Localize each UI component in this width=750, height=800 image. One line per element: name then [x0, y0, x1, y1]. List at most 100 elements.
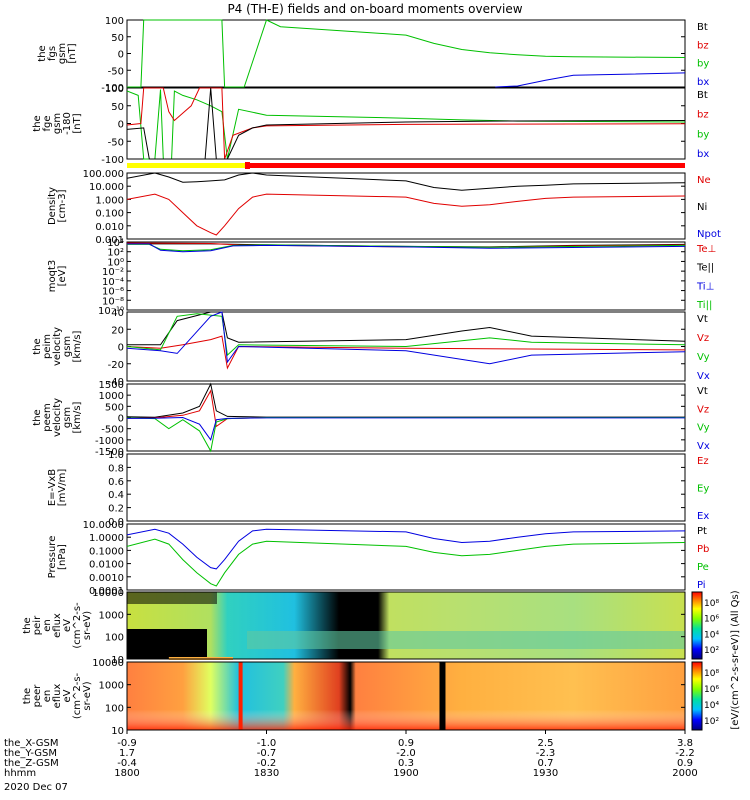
legend-item: Ti⊥ [696, 281, 714, 292]
series-line-ion_velocity-Vx [126, 311, 686, 365]
y-tick-label: 10⁰ [107, 257, 124, 268]
y-tick-label: 0.0010 [89, 573, 124, 584]
x-tick-label: -0.2 [257, 758, 277, 769]
x-tick-label: -0.7 [257, 748, 277, 759]
panel-ion_velocity: 40 20 0 -20 -40 the peim velocity gsm [km/s] Vt Vz V… [32, 308, 710, 388]
y-tick-label: 0.2 [108, 504, 124, 515]
legend-item: bz [697, 110, 709, 121]
y-axis-label: eV [62, 619, 73, 632]
x-axis-row-label: the_X-GSM [4, 738, 58, 749]
y-axis-label: eV [62, 689, 73, 702]
status-bar-segment [127, 163, 247, 168]
y-axis-label: the [22, 617, 33, 633]
y-tick-label: 10000 [92, 658, 124, 669]
legend-item: Pt [697, 526, 707, 537]
series-line-temperature-Ti⊥ [127, 243, 686, 253]
legend-item: Pb [697, 544, 709, 555]
y-axis-label: velocity [52, 327, 63, 366]
y-tick-label: -500 [101, 425, 124, 436]
panel-pressure: 10.0000 1.0000 0.1000 0.0100 0.0010 0.0001 Pre… [47, 520, 709, 597]
x-tick-label: 1800 [114, 768, 139, 779]
colorbar-tick-label: 10² [704, 717, 719, 727]
y-tick-label: 1500 [99, 380, 124, 391]
y-tick-label: 1.0000 [89, 533, 124, 544]
colorbar-tick-label: 10⁸ [704, 669, 719, 679]
y-axis-label: E=-VxB [47, 469, 58, 506]
x-tick-label: 0.7 [538, 758, 554, 769]
y-axis-label: [eV] [57, 266, 68, 287]
colorbar [691, 591, 703, 660]
ion-spectrogram-blank-bottom [127, 629, 207, 659]
legend-item: bx [697, 77, 709, 88]
legend-item: Vy [697, 352, 710, 363]
y-tick-label: 10⁻⁶ [102, 287, 124, 298]
x-tick-label: -2.0 [396, 748, 416, 759]
series-line-fge-Bt [126, 87, 686, 160]
status-bar-marker [244, 162, 250, 169]
x-tick-label: -0.9 [117, 738, 137, 749]
y-axis-label: sr-eV) [82, 681, 93, 710]
y-tick-label: 0.8 [108, 463, 124, 474]
legend-item: Vt [697, 386, 708, 397]
y-tick-label: 100 [105, 703, 124, 714]
y-tick-label: 0.100 [95, 209, 124, 220]
panel-frame [126, 172, 686, 240]
y-axis-label: gsm [62, 407, 73, 428]
colorbar-tick-label: 10⁸ [704, 599, 719, 609]
x-axis-row-label: the_Z-GSM [4, 758, 59, 769]
legend-item: Vz [697, 333, 709, 344]
series-line-electron_velocity-Vt [126, 382, 685, 418]
y-tick-label: 20 [111, 325, 124, 336]
colorbar-tick-label: 10² [704, 646, 719, 656]
y-axis-label: sr-eV) [82, 611, 93, 640]
legend-item: Ne [697, 175, 711, 186]
y-axis-label: the [22, 688, 33, 704]
y-tick-label: 10.0000 [83, 520, 124, 531]
y-tick-label: -1000 [95, 436, 124, 447]
electron-spectrogram-data-gap [439, 662, 446, 730]
y-axis-label: [nPa] [57, 544, 68, 570]
y-tick-label: 50 [111, 102, 124, 113]
panel-fge: 100 50 0 -50 -100 the fge gsm -180 [nT] Bt bz by bx [32, 84, 709, 166]
y-tick-label: 10 [111, 726, 124, 737]
legend-item: Npot [697, 229, 721, 240]
legend-item: Vz [697, 404, 709, 415]
y-tick-label: -100 [101, 155, 124, 166]
y-axis-label: moqt3 [47, 260, 58, 293]
figure-title: P4 (TH-E) fields and on-board moments ov… [227, 2, 522, 16]
x-tick-label: 0.9 [677, 758, 693, 769]
x-tick-label: 3.8 [677, 738, 693, 749]
series-line-ion_velocity-Vz [126, 335, 686, 370]
series-line-electron_velocity-Vy [126, 417, 685, 453]
y-axis-label: velocity [52, 398, 63, 437]
series-line-density-Ni [126, 172, 686, 191]
date-label: 2020 Dec 07 [4, 782, 68, 793]
colorbar-tick-label: 10⁴ [704, 630, 719, 640]
y-axis-label: eflux [52, 684, 63, 709]
x-axis-row-label: hhmm [4, 768, 36, 779]
legend-item: Ti|| [696, 300, 712, 311]
y-tick-label: -20 [108, 360, 124, 371]
y-tick-label: 1000 [99, 391, 124, 402]
y-tick-label: -50 [108, 137, 124, 148]
panel-fgs: 100 50 0 -50 -100 the fgs gsm [nT] Bt bz by bx [37, 16, 709, 94]
y-tick-label: 10.000 [89, 182, 124, 193]
y-axis-label: eflux [52, 613, 63, 638]
y-tick-label: 10² [107, 248, 124, 259]
legend-item: Bt [697, 90, 708, 101]
series-line-density-Ne [126, 193, 686, 236]
y-tick-label: 0.0100 [89, 560, 124, 571]
series-line-fgs-by [127, 19, 686, 88]
legend-item: Ni [697, 202, 707, 213]
y-axis-label: en [42, 690, 53, 703]
y-tick-label: 10 [111, 655, 124, 666]
y-tick-label: 0.4 [108, 490, 124, 501]
legend-item: Te|| [696, 263, 714, 274]
x-tick-label: -2.3 [536, 748, 556, 759]
colorbar-tick-label: 10⁶ [704, 615, 719, 625]
y-tick-label: 10⁻⁸ [102, 296, 124, 307]
y-axis-label: the [37, 45, 48, 61]
